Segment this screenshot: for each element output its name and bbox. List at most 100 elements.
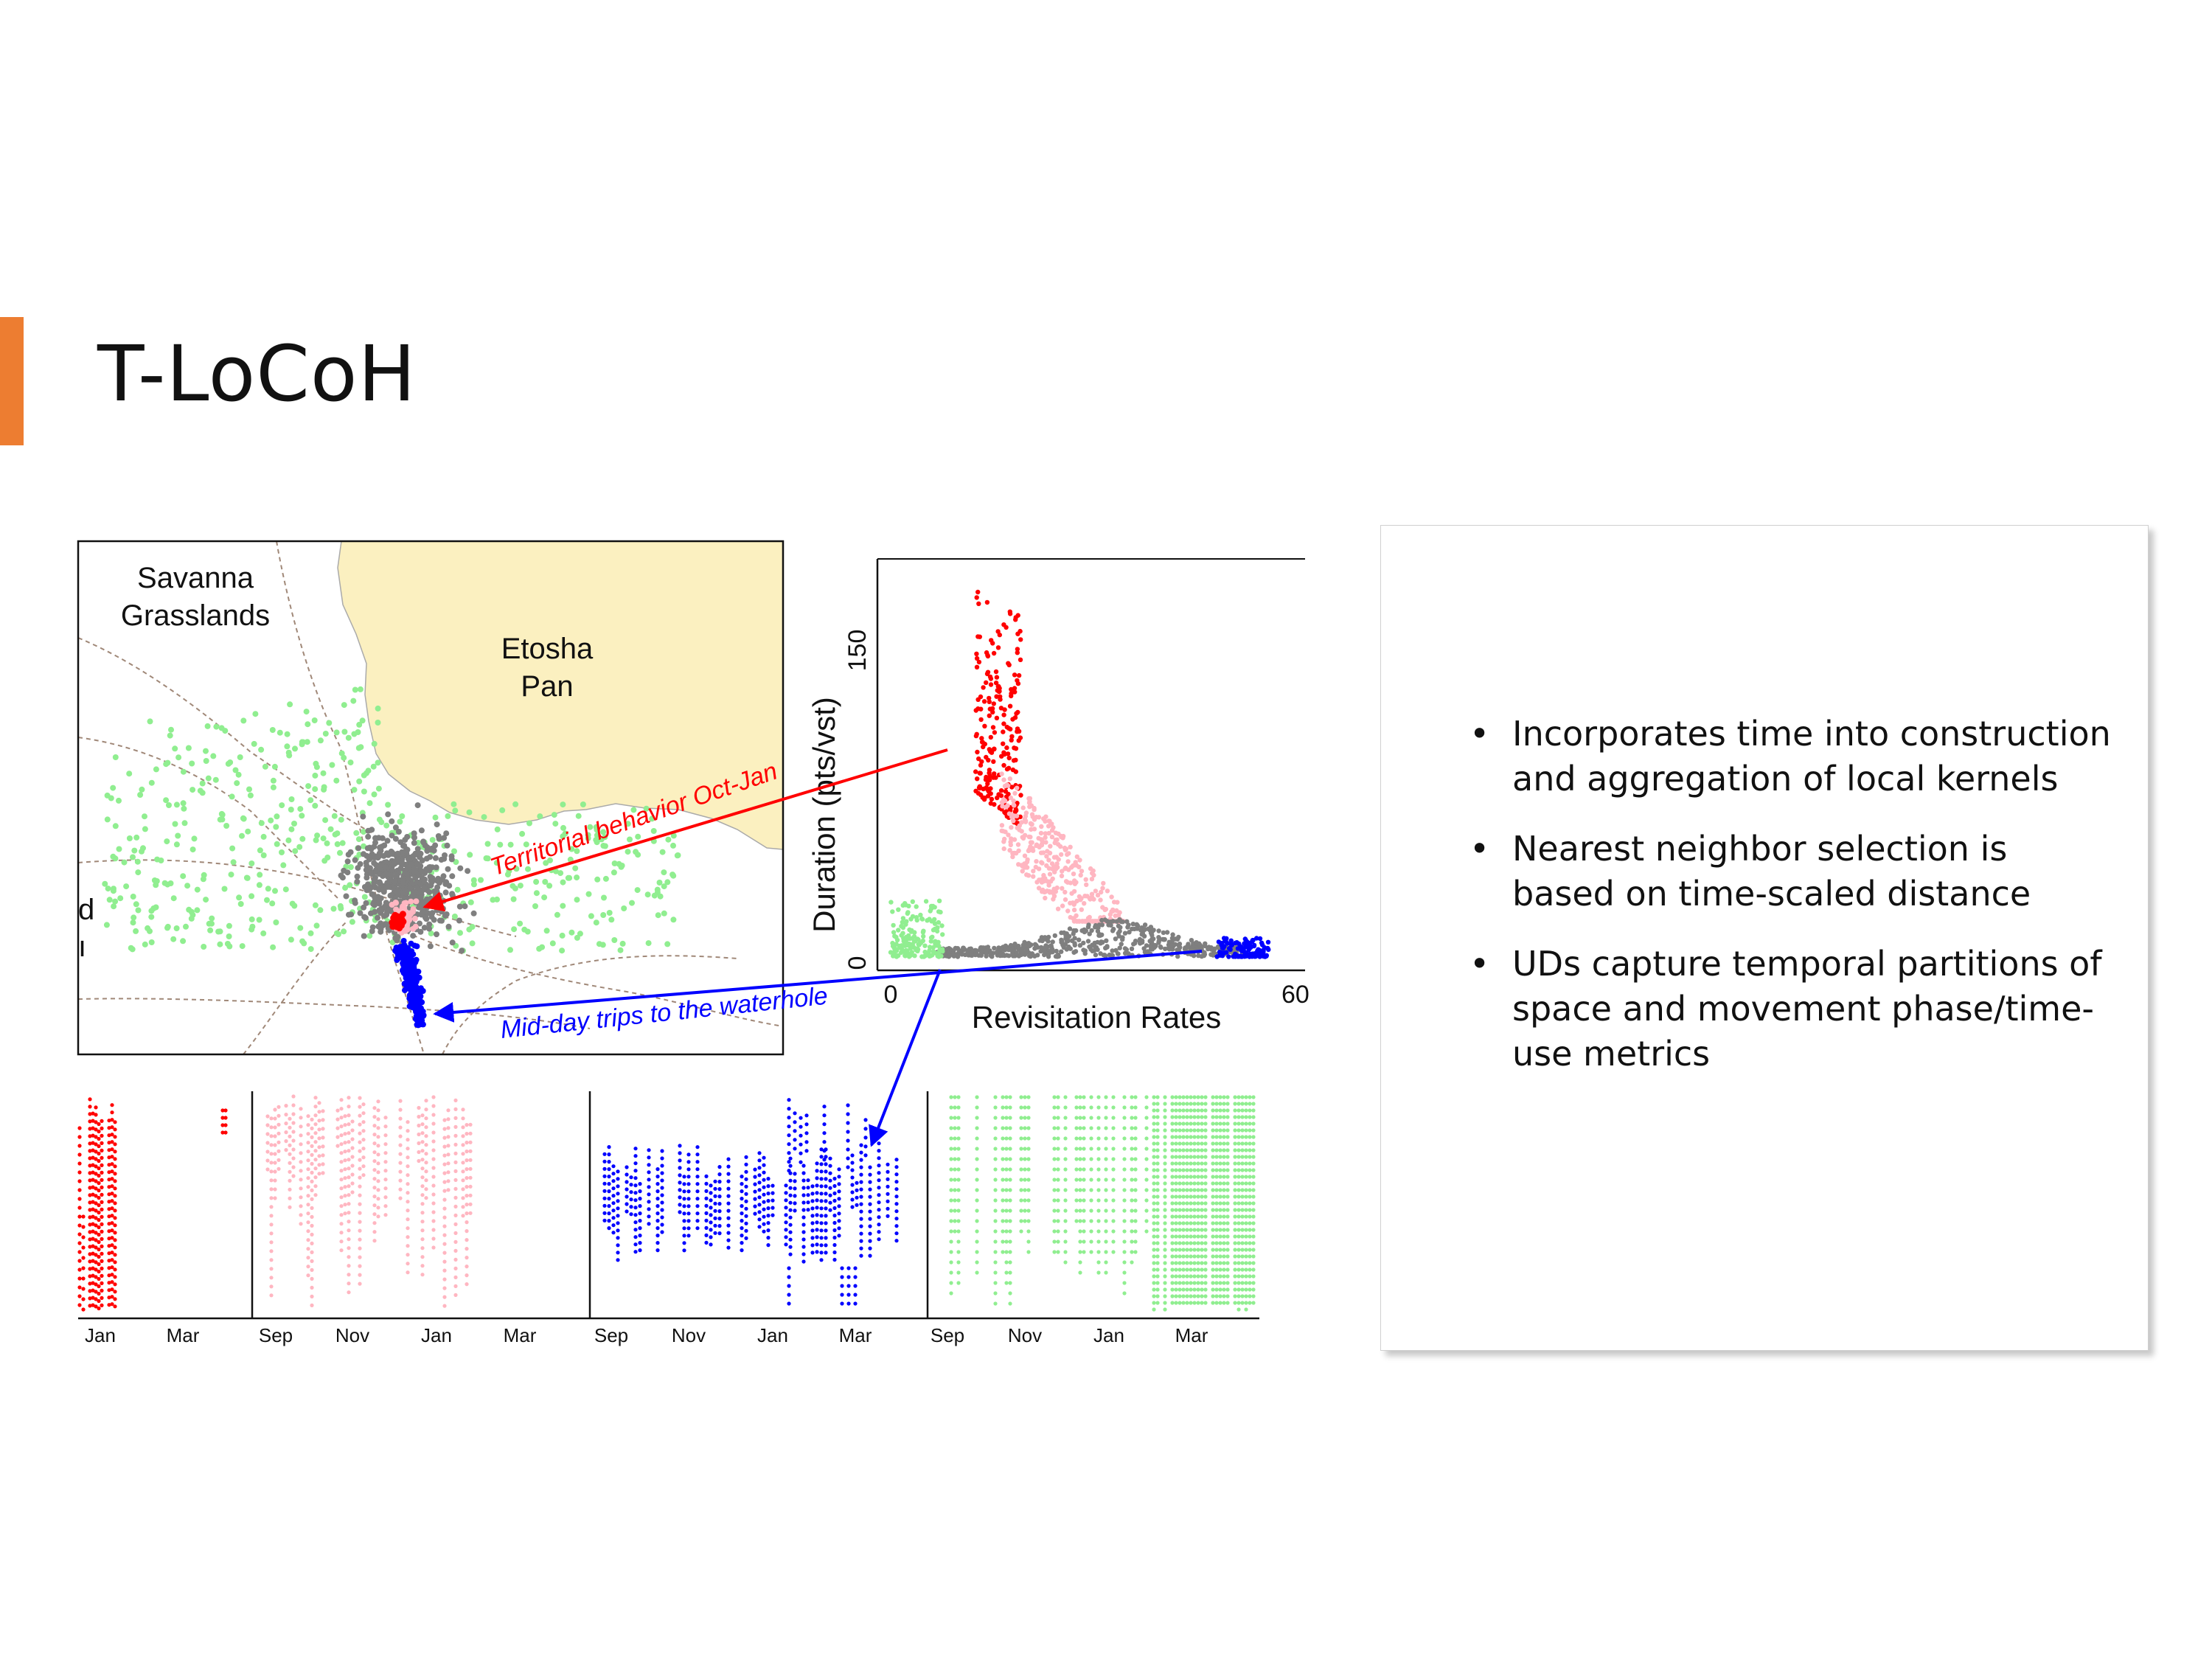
map-point: [568, 846, 575, 852]
timeline-point: [100, 1200, 104, 1204]
timeline-point: [113, 1164, 117, 1169]
map-point: [164, 925, 170, 931]
timeline-point: [1133, 1167, 1138, 1172]
map-point: [383, 822, 390, 829]
timeline-point: [1155, 1254, 1160, 1259]
timeline-point: [1178, 1141, 1182, 1146]
timeline-point: [100, 1155, 104, 1160]
map-point: [269, 900, 276, 907]
scatter-point: [940, 932, 945, 937]
timeline-point: [113, 1245, 117, 1250]
timeline-point: [993, 1136, 998, 1141]
timeline-point: [1023, 1126, 1027, 1130]
timeline-point: [793, 1147, 797, 1151]
timeline-point: [100, 1126, 104, 1130]
timeline-point: [1185, 1141, 1189, 1146]
map-point: [649, 815, 655, 822]
timeline-point: [1096, 1250, 1101, 1254]
timeline-point: [1163, 1148, 1167, 1152]
scatter-point: [925, 918, 930, 923]
map-point: [402, 870, 408, 876]
timeline-point: [107, 1141, 111, 1145]
timeline-point: [611, 1208, 616, 1213]
timeline-point: [453, 1116, 458, 1120]
timeline-point: [431, 1237, 436, 1241]
timeline-point: [1185, 1214, 1189, 1219]
timeline-point: [1056, 1208, 1060, 1213]
map-point: [594, 876, 601, 883]
timeline-point: [1104, 1239, 1108, 1244]
timeline-point: [1163, 1301, 1167, 1305]
scatter-point: [902, 901, 908, 906]
scatter-point: [912, 930, 917, 935]
map-point: [387, 892, 394, 899]
timeline-point: [1178, 1261, 1182, 1265]
scatter-point: [1060, 886, 1065, 891]
timeline-point: [638, 1234, 642, 1238]
timeline-point: [819, 1221, 824, 1225]
timeline-point: [310, 1206, 314, 1210]
timeline-point: [1152, 1301, 1156, 1305]
timeline-point: [1008, 1239, 1012, 1244]
timeline-point: [1004, 1126, 1009, 1130]
timeline-point: [273, 1187, 277, 1192]
timeline-point: [766, 1214, 771, 1218]
timeline-point: [801, 1171, 806, 1175]
timeline-point: [1155, 1201, 1160, 1206]
timeline-point: [859, 1165, 863, 1169]
timeline-point: [1189, 1281, 1193, 1285]
scatter-point: [1222, 944, 1227, 949]
scatter-point: [1014, 711, 1019, 716]
scatter-point: [984, 948, 989, 954]
timeline-point: [1192, 1128, 1197, 1133]
timeline-point: [1181, 1267, 1186, 1272]
timeline-point: [1152, 1214, 1156, 1219]
timeline-point: [1082, 1157, 1086, 1161]
map-point: [428, 895, 434, 902]
timeline-point: [877, 1200, 881, 1205]
timeline-point: [107, 1170, 111, 1175]
timeline-point: [762, 1163, 766, 1167]
timeline-point: [757, 1203, 762, 1207]
timeline-point: [94, 1135, 98, 1139]
timeline-point: [431, 1210, 436, 1214]
timeline-point: [1111, 1178, 1116, 1182]
map-point: [585, 891, 592, 897]
timeline-point: [1181, 1221, 1186, 1225]
scatter-point: [1107, 952, 1112, 958]
map-point: [452, 807, 459, 814]
timeline-point: [372, 1141, 377, 1146]
timeline-point: [1155, 1175, 1160, 1179]
timeline-point: [1181, 1194, 1186, 1199]
timeline-point: [837, 1204, 841, 1208]
timeline-point: [1178, 1121, 1182, 1126]
scatter-point: [1170, 947, 1175, 952]
timeline-point: [81, 1266, 86, 1270]
timeline-point: [88, 1304, 92, 1308]
timeline-point: [744, 1236, 748, 1240]
timeline-point: [1026, 1219, 1031, 1223]
timeline-point: [91, 1266, 95, 1270]
timeline-point: [1096, 1095, 1101, 1099]
timeline-point: [284, 1113, 288, 1117]
map-point: [414, 884, 420, 891]
timeline-point: [1152, 1141, 1156, 1146]
scatter-point: [1119, 942, 1124, 947]
map-point: [650, 828, 657, 834]
timeline-point: [1196, 1214, 1200, 1219]
timeline-point: [744, 1169, 748, 1174]
timeline-point: [753, 1204, 757, 1208]
timeline-point: [686, 1219, 691, 1223]
timeline-point: [1111, 1167, 1116, 1172]
map-point: [426, 925, 433, 932]
timeline-point: [1144, 1147, 1149, 1151]
timeline-point: [1181, 1261, 1186, 1265]
timeline-point: [660, 1208, 664, 1212]
map-point: [180, 873, 187, 880]
map-point: [126, 835, 133, 841]
timeline-point: [660, 1156, 664, 1161]
timeline-point: [1104, 1105, 1108, 1110]
timeline-point: [91, 1163, 95, 1167]
timeline-point: [788, 1200, 793, 1205]
map-point: [574, 934, 580, 941]
